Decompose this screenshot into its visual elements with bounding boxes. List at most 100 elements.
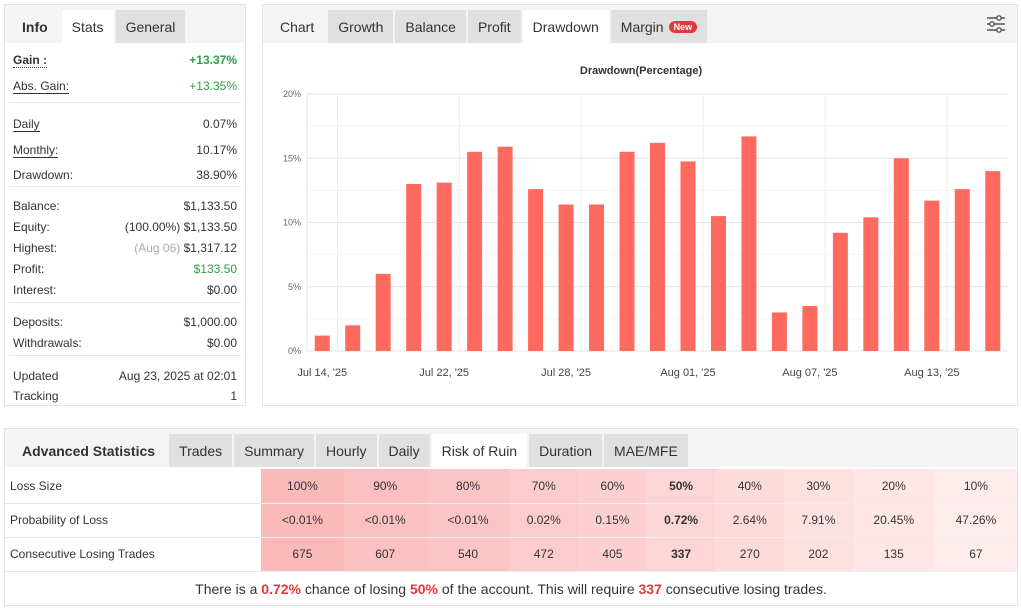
tab-mae-mfe[interactable]: MAE/MFE [604, 434, 688, 467]
summary-text: chance of losing [300, 581, 410, 597]
stat-value: (100.00%) $1,133.50 [125, 220, 237, 234]
y-tick-label: 5% [288, 282, 301, 292]
drawdown-bar[interactable] [619, 151, 635, 351]
stat-row: Updated Aug 23, 2025 at 02:01 [13, 369, 237, 383]
table-cell: 135 [852, 537, 935, 572]
tab-risk-of-ruin[interactable]: Risk of Ruin [431, 434, 528, 467]
stat-value-text: 1 [230, 389, 237, 403]
chart-panel: Chart Growth Balance Profit Drawdown Mar… [262, 4, 1018, 406]
drawdown-bar[interactable] [710, 216, 726, 351]
tab-profit[interactable]: Profit [467, 10, 521, 43]
stat-label: Highest: [13, 241, 58, 255]
tab-general[interactable]: General [115, 10, 186, 43]
tab-balance[interactable]: Balance [395, 10, 466, 43]
stat-value-text: 10.17% [196, 143, 237, 157]
table-cell: 202 [784, 537, 853, 572]
risk-of-ruin-table: Loss Size 100% 90% 80% 70% 60% 50% 40% 30% 20% 10%… [5, 469, 1017, 572]
table-cell: 100% [261, 469, 344, 504]
stat-label: Tracking [13, 389, 59, 403]
tab-duration[interactable]: Duration [529, 434, 603, 467]
drawdown-bar[interactable] [467, 151, 483, 351]
drawdown-bar[interactable] [375, 273, 391, 351]
drawdown-bar[interactable] [954, 189, 970, 351]
stat-value: 1 [230, 389, 237, 403]
stat-label: Updated [13, 369, 59, 383]
table-row: Probability of Loss <0.01% <0.01% <0.01% 0.0… [5, 503, 1017, 538]
divider [9, 302, 241, 303]
drawdown-bar[interactable] [771, 312, 787, 351]
tab-hourly[interactable]: Hourly [316, 434, 377, 467]
stat-value: Aug 23, 2025 at 02:01 [119, 369, 237, 383]
drawdown-bar[interactable] [528, 189, 544, 351]
stat-label: Equity: [13, 220, 50, 234]
summary-text: consecutive losing trades. [661, 581, 827, 597]
stat-label[interactable]: Abs. Gain: [13, 79, 70, 94]
tab-trades[interactable]: Trades [169, 434, 233, 467]
stat-value-text: +13.37% [189, 53, 237, 67]
stat-label: Interest: [13, 283, 57, 297]
stat-label: Deposits: [13, 315, 64, 329]
sliders-icon[interactable] [985, 13, 1007, 35]
table-cell: <0.01% [261, 503, 344, 538]
drawdown-bar[interactable] [345, 325, 361, 351]
tab-margin[interactable]: Margin New [610, 10, 708, 43]
table-cell: 70% [509, 469, 579, 504]
drawdown-bar[interactable] [924, 200, 940, 351]
drawdown-bar[interactable] [650, 142, 665, 351]
tab-info[interactable]: Info [22, 18, 48, 35]
stat-label[interactable]: Daily [13, 117, 40, 132]
tab-drawdown[interactable]: Drawdown [522, 10, 609, 43]
divider [9, 355, 241, 356]
table-cell: 2.64% [715, 503, 785, 538]
drawdown-chart: Drawdown(Percentage) 0% 5% 10% 15% 20% Jul 14,… [283, 65, 1008, 379]
stat-label[interactable]: Monthly: [13, 143, 59, 158]
new-badge: New [668, 20, 698, 33]
stat-value: (Aug 06) $1,317.12 [134, 241, 237, 255]
drawdown-bar[interactable] [558, 204, 574, 351]
table-row: Loss Size 100% 90% 80% 70% 60% 50% 40% 30% 20% 10% [5, 469, 1017, 504]
table-cell: 607 [343, 537, 427, 572]
drawdown-bar[interactable] [497, 146, 513, 351]
drawdown-bar[interactable] [680, 161, 696, 351]
tab-growth[interactable]: Growth [328, 10, 394, 43]
stat-label: Drawdown: [13, 168, 74, 182]
stat-value: 10.17% [196, 143, 237, 158]
y-tick-label: 10% [283, 218, 301, 228]
table-cell: 90% [343, 469, 427, 504]
drawdown-bar[interactable] [314, 335, 330, 351]
stat-row: Deposits: $1,000.00 [13, 315, 237, 329]
drawdown-bar[interactable] [436, 182, 452, 351]
y-tick-label: 20% [283, 89, 301, 99]
table-row: Consecutive Losing Trades 675 607 540 472 405… [5, 537, 1017, 572]
stat-value-text: $1,133.50 [183, 220, 237, 234]
summary-trades: 337 [638, 581, 662, 597]
tab-summary[interactable]: Summary [234, 434, 315, 467]
summary-probability: 0.72% [261, 581, 301, 597]
tab-stats[interactable]: Stats [61, 10, 114, 43]
table-cell: 270 [715, 537, 785, 572]
x-tick-label: Jul 22, '25 [419, 367, 469, 379]
drawdown-bar[interactable] [802, 306, 818, 351]
stat-label[interactable]: Gain : [13, 53, 48, 68]
drawdown-bar[interactable] [406, 183, 422, 351]
x-tick-label: Aug 01, '25 [660, 367, 715, 379]
stats-panel: Info Stats General Gain : +13.37% Abs. Gai… [4, 4, 246, 406]
drawdown-bar[interactable] [893, 158, 909, 351]
stat-value-text: +13.35% [189, 79, 237, 93]
summary-text: There is a [195, 581, 262, 597]
stat-value-text: $0.00 [206, 336, 237, 350]
stat-value: $133.50 [194, 262, 237, 276]
drawdown-bar[interactable] [863, 217, 879, 351]
stat-value-text: $1,317.12 [183, 241, 237, 255]
table-cell: 67 [934, 537, 1017, 572]
tab-daily[interactable]: Daily [378, 434, 430, 467]
drawdown-bar[interactable] [832, 232, 848, 351]
drawdown-bar[interactable] [985, 171, 1001, 351]
chart-title: Drawdown(Percentage) [580, 65, 703, 77]
tab-advanced-statistics[interactable]: Advanced Statistics [22, 442, 156, 459]
tab-chart[interactable]: Chart [280, 18, 315, 35]
table-cell: <0.01% [343, 503, 427, 538]
row-label: Probability of Loss [5, 503, 261, 538]
drawdown-bar[interactable] [741, 136, 757, 351]
drawdown-bar[interactable] [589, 204, 605, 351]
